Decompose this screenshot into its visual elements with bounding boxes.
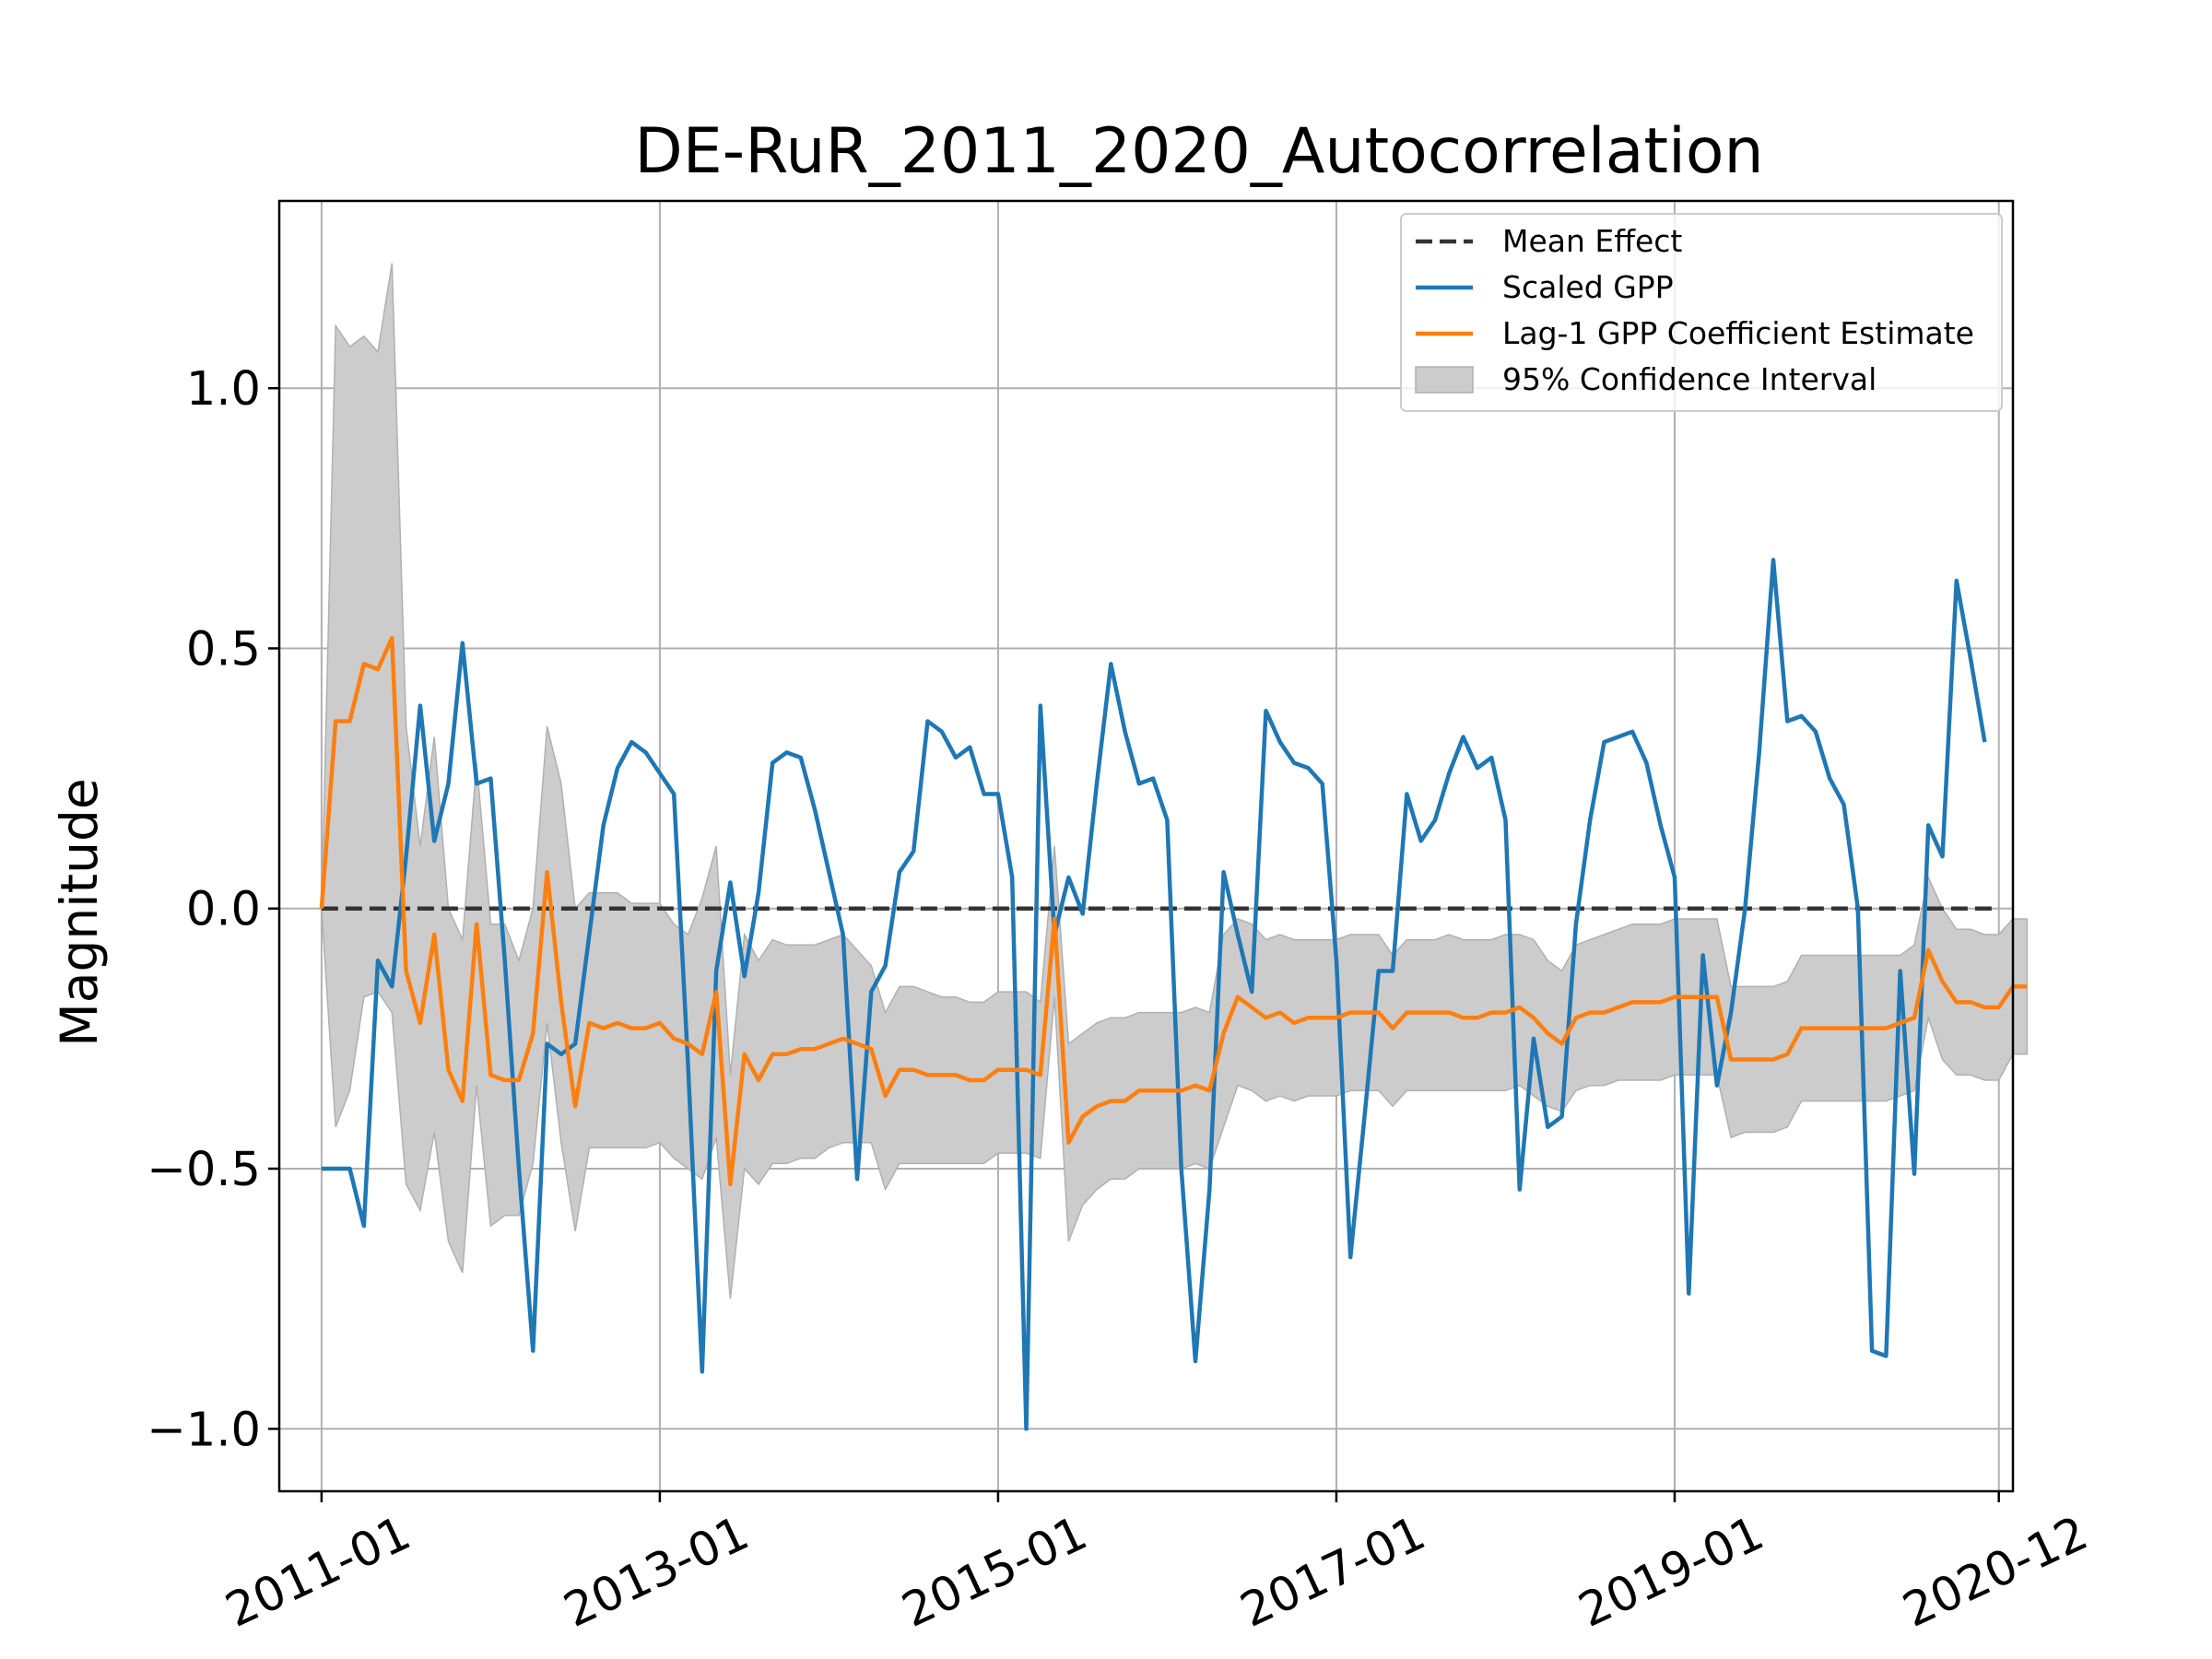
legend: Mean Effect Scaled GPP Lag-1 GPP Coefficie…: [1400, 213, 2003, 412]
lag-1-gpp-coefficient-estimate-line: [319, 635, 2028, 1187]
legend-entry-label: Scaled GPP: [1502, 269, 1674, 305]
series-lines: [319, 558, 2028, 1431]
plot-frame: [277, 199, 2015, 1493]
y-tick-label: 1.0: [186, 362, 261, 417]
legend-entry-label: Lag-1 GPP Coefficient Estimate: [1502, 315, 1974, 351]
legend-entry-label: 95% Confidence Interval: [1502, 361, 1877, 397]
y-tick-label: 0.0: [186, 883, 261, 937]
y-tick-label: −1.0: [147, 1403, 261, 1457]
y-axis-label: Magnitude: [50, 778, 109, 1046]
legend-box: [1400, 213, 2003, 412]
y-tick-label: −0.5: [147, 1143, 261, 1197]
legend-swatch: [1415, 366, 1474, 394]
y-axis-ticks: −1.0 −0.5 0.0 0.5 1.0: [147, 362, 279, 1457]
y-tick-label: 0.5: [186, 622, 261, 677]
legend-entry-label: Mean Effect: [1502, 223, 1682, 259]
chart-title: DE-RuR_2011_2020_Autocorrelation: [634, 115, 1763, 188]
